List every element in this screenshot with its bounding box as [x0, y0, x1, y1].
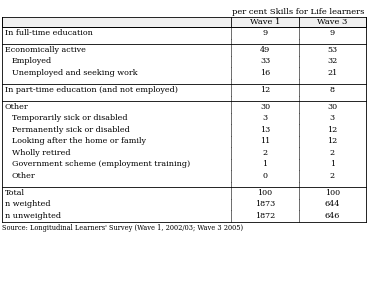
Text: Source: Longitudinal Learners' Survey (Wave 1, 2002/03; Wave 3 2005): Source: Longitudinal Learners' Survey (W…: [2, 223, 243, 232]
Text: 9: 9: [330, 29, 335, 37]
Text: 1: 1: [330, 160, 335, 168]
Text: 13: 13: [260, 126, 270, 134]
Text: 2: 2: [330, 149, 335, 157]
Text: 33: 33: [260, 57, 270, 65]
Text: n weighted: n weighted: [5, 200, 50, 208]
Text: Temporarily sick or disabled: Temporarily sick or disabled: [12, 114, 127, 122]
Text: 2: 2: [263, 149, 268, 157]
Bar: [299, 17, 366, 27]
Text: Economically active: Economically active: [5, 46, 86, 54]
Text: Wholly retired: Wholly retired: [12, 149, 70, 157]
Text: per cent Skills for Life learners: per cent Skills for Life learners: [232, 8, 365, 16]
Text: 1: 1: [263, 160, 268, 168]
Text: In part-time education (and not employed): In part-time education (and not employed…: [5, 86, 178, 94]
Text: 12: 12: [327, 126, 337, 134]
Text: 8: 8: [330, 86, 335, 94]
Text: 100: 100: [324, 189, 340, 197]
Text: 49: 49: [260, 46, 270, 54]
Text: n unweighted: n unweighted: [5, 212, 61, 220]
Text: 32: 32: [327, 57, 337, 65]
Text: 53: 53: [327, 46, 337, 54]
Text: 11: 11: [260, 137, 270, 145]
Text: 1872: 1872: [255, 212, 275, 220]
Text: Unemployed and seeking work: Unemployed and seeking work: [12, 69, 137, 77]
Text: Wave 3: Wave 3: [317, 18, 347, 26]
Text: 2: 2: [330, 172, 335, 180]
Text: Other: Other: [5, 103, 28, 111]
Bar: [2, 17, 232, 27]
Text: 9: 9: [263, 29, 268, 37]
Text: Total: Total: [5, 189, 25, 197]
Text: 646: 646: [324, 212, 340, 220]
Text: 12: 12: [260, 86, 270, 94]
Text: 30: 30: [327, 103, 337, 111]
Text: Employed: Employed: [12, 57, 52, 65]
Text: Other: Other: [12, 172, 35, 180]
Text: 0: 0: [263, 172, 268, 180]
Text: 100: 100: [257, 189, 273, 197]
Text: 12: 12: [327, 137, 337, 145]
Text: 644: 644: [324, 200, 340, 208]
Text: Government scheme (employment training): Government scheme (employment training): [12, 160, 190, 168]
Text: 3: 3: [263, 114, 268, 122]
Text: 1873: 1873: [255, 200, 275, 208]
Text: Permanently sick or disabled: Permanently sick or disabled: [12, 126, 129, 134]
Text: Looking after the home or family: Looking after the home or family: [12, 137, 146, 145]
Text: 30: 30: [260, 103, 270, 111]
Text: 3: 3: [330, 114, 335, 122]
Text: 16: 16: [260, 69, 270, 77]
Text: In full-time education: In full-time education: [5, 29, 93, 37]
Text: 21: 21: [327, 69, 337, 77]
Bar: [232, 17, 299, 27]
Text: Wave 1: Wave 1: [250, 18, 280, 26]
